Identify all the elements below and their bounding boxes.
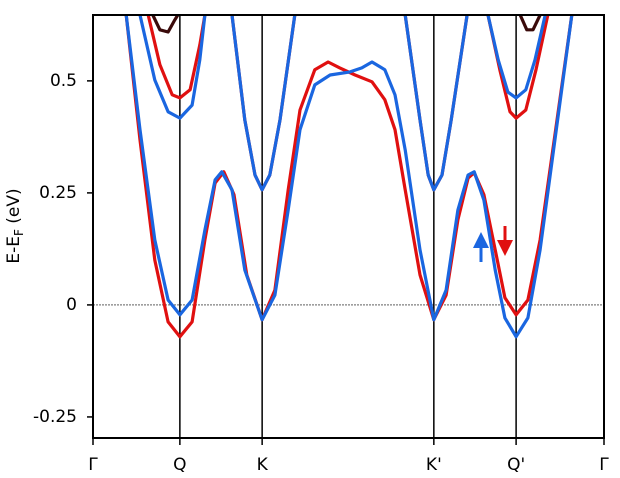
band [486, 15, 547, 100]
band [124, 15, 574, 339]
y-label-unit: (eV) [4, 188, 24, 223]
x-tick-label: K' [426, 455, 442, 475]
band [138, 15, 207, 120]
band [230, 15, 297, 192]
y-tick-label: -0.25 [33, 407, 77, 427]
x-tick-label: K [257, 455, 269, 475]
band [403, 15, 469, 192]
spin-up-arrowhead [473, 232, 489, 248]
y-tick-label: 0.5 [50, 71, 77, 91]
x-tick-label: Γ [88, 455, 98, 475]
y-axis-label: E-EF (eV) [4, 188, 26, 263]
x-tick-label: Q [173, 455, 186, 475]
bands [124, 15, 574, 339]
plot-frame [92, 14, 605, 439]
band [518, 15, 542, 32]
y-tick-label: 0 [66, 295, 77, 315]
x-tick-label: Γ [599, 455, 609, 475]
spin-arrows [473, 226, 513, 262]
band [486, 15, 550, 120]
plot-area: -0.25 0 0.25 0.5 Γ Q K K' Q' Γ [33, 14, 609, 475]
y-tick-label: 0.25 [39, 183, 77, 203]
band [403, 15, 469, 192]
x-tick-label: Q' [507, 455, 525, 475]
band [151, 15, 180, 34]
y-label-main: E-E [4, 236, 24, 264]
band [124, 15, 574, 339]
band [146, 15, 207, 100]
y-label-subscript: F [12, 229, 26, 236]
spin-down-arrowhead [497, 240, 513, 256]
